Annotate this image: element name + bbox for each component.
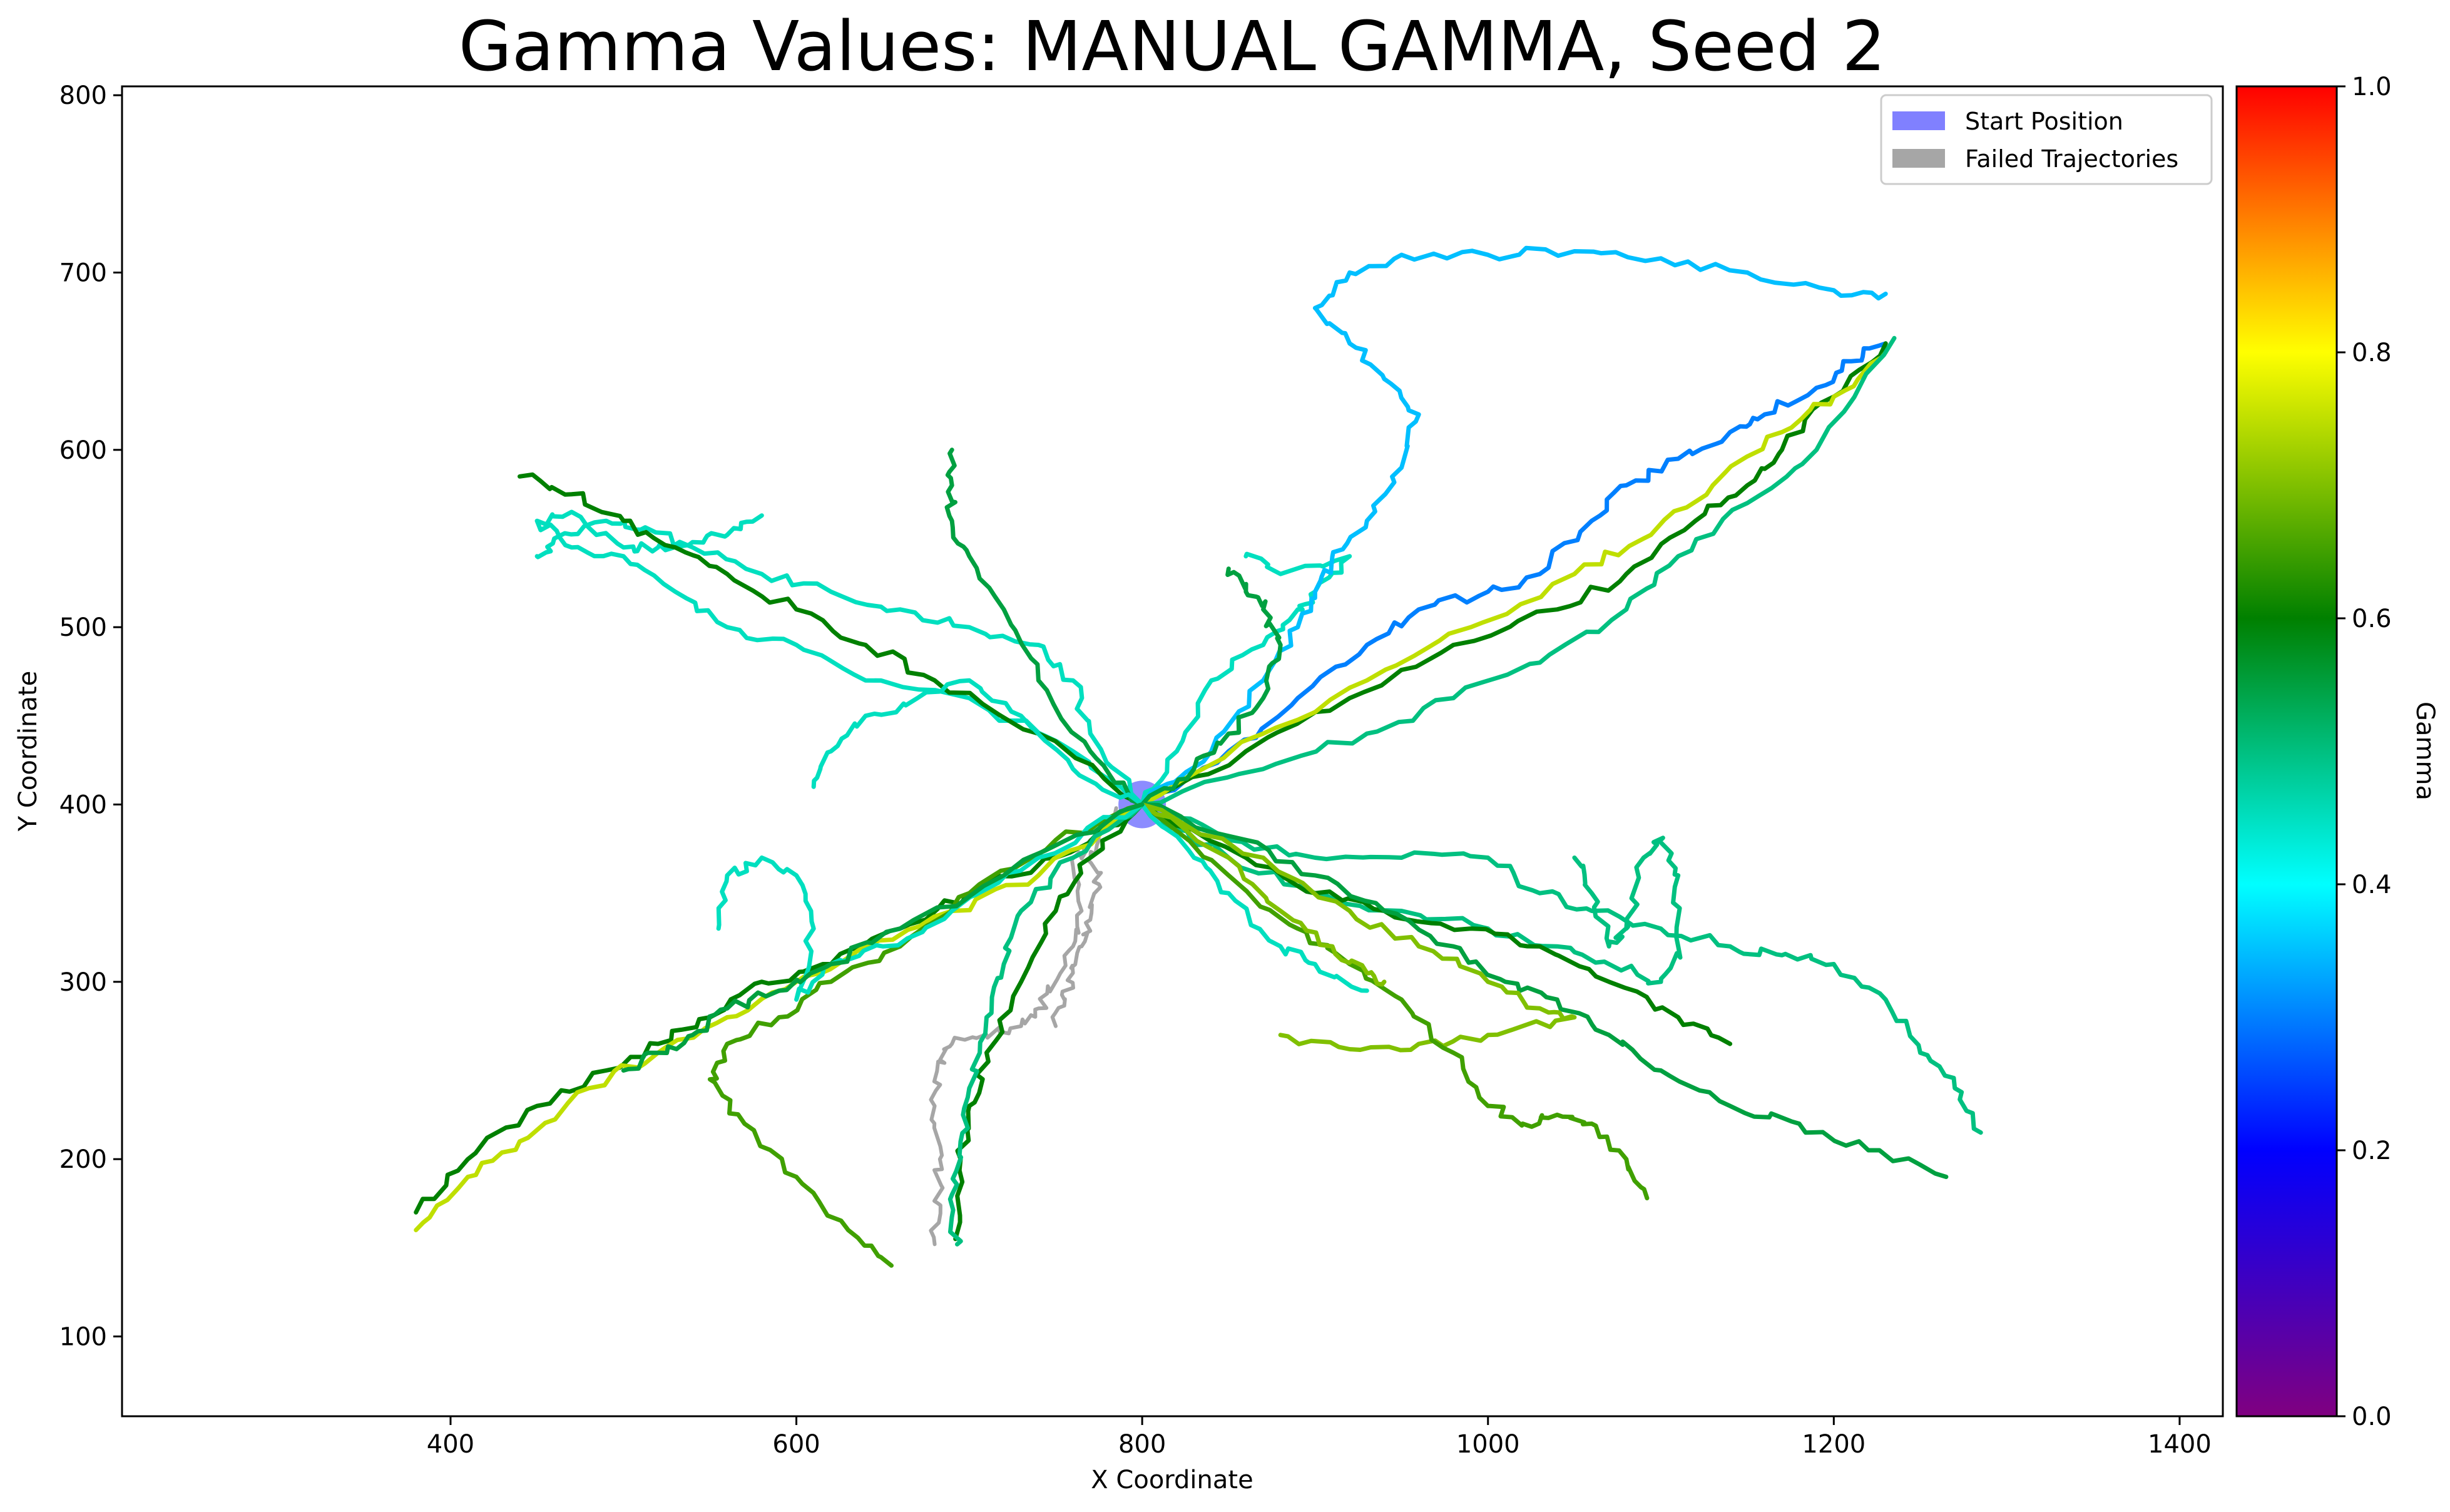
failed-trajectory <box>1050 806 1118 1028</box>
colorbar-ticks: 0.0 0.2 0.4 0.6 0.8 1.0 <box>2337 73 2392 1431</box>
colorbar-tick-label: 0.8 <box>2352 339 2392 367</box>
legend-label-failed: Failed Trajectories <box>1965 145 2178 173</box>
trajectory-line <box>1140 802 1650 1200</box>
trajectory-line <box>944 447 1145 807</box>
trajectory-line <box>534 509 1145 807</box>
trajectory-line <box>1140 802 1983 1135</box>
y-axis-label: Y Coordinate <box>14 671 43 832</box>
trajectory-line <box>1140 802 1387 987</box>
x-tick-label: 1000 <box>1456 1430 1520 1459</box>
trajectory-line <box>414 802 1145 1232</box>
colorbar-gradient <box>2235 85 2338 1418</box>
plot-area <box>121 85 2224 1418</box>
y-tick-label: 700 <box>59 259 107 288</box>
y-tick-label: 600 <box>59 436 107 465</box>
trajectory-line <box>953 802 1145 1242</box>
legend: Start Position Failed Trajectories <box>1880 94 2213 185</box>
x-tick-label: 600 <box>772 1430 820 1459</box>
trajectory-line <box>1140 802 1369 993</box>
y-tick-label: 500 <box>59 613 107 642</box>
x-tick-label: 1400 <box>2148 1430 2212 1459</box>
x-tick-label: 800 <box>1118 1430 1166 1459</box>
legend-box <box>1880 94 2213 185</box>
x-axis-label: X Coordinate <box>1091 1466 1253 1494</box>
trajectory-line <box>947 802 1145 1247</box>
legend-swatch-failed <box>1892 149 1945 168</box>
y-tick-label: 800 <box>59 81 107 110</box>
colorbar-tick-label: 0.2 <box>2352 1137 2392 1165</box>
colorbar-tick-label: 1.0 <box>2352 73 2392 101</box>
chart-title: Gamma Values: MANUAL GAMMA, Seed 2 <box>459 6 1886 86</box>
colorbar-tick-label: 0.6 <box>2352 605 2392 633</box>
y-tick-label: 200 <box>59 1145 107 1174</box>
trajectory-line <box>1140 551 1352 807</box>
x-tick-label: 400 <box>427 1430 474 1459</box>
trajectory-line <box>1140 802 1683 986</box>
legend-label-start: Start Position <box>1965 108 2123 135</box>
trajectory-line <box>1140 802 1577 1053</box>
trajectory-line <box>811 678 1145 807</box>
trajectories <box>414 245 1983 1268</box>
trajectory-line <box>716 802 1145 1002</box>
colorbar-label: Gamma <box>2411 702 2439 800</box>
trajectory-line <box>1140 245 1888 807</box>
y-axis-ticks: 100 200 300 400 500 600 700 800 <box>59 81 122 1352</box>
trajectory-line <box>534 518 1145 807</box>
trajectory-line <box>621 802 1145 1073</box>
trajectory-line <box>707 802 1145 1268</box>
y-tick-label: 300 <box>59 968 107 997</box>
trajectory-line <box>1140 350 1888 807</box>
y-tick-label: 100 <box>59 1323 107 1352</box>
colorbar-tick-label: 0.4 <box>2352 871 2392 899</box>
y-tick-label: 400 <box>59 791 107 820</box>
trajectory-line <box>1140 802 1949 1179</box>
trajectory-line <box>518 472 1145 807</box>
trajectory-line <box>1140 341 1888 807</box>
legend-swatch-start <box>1892 111 1945 130</box>
x-tick-label: 1200 <box>1802 1430 1866 1459</box>
trajectory-line <box>1140 335 1897 807</box>
colorbar: 0.0 0.2 0.4 0.6 0.8 1.0 Gamma <box>2235 73 2439 1431</box>
x-axis-ticks: 400 600 800 1000 1200 1400 <box>427 1416 2212 1459</box>
trajectory-line <box>1140 566 1283 807</box>
colorbar-tick-label: 0.0 <box>2352 1402 2392 1431</box>
